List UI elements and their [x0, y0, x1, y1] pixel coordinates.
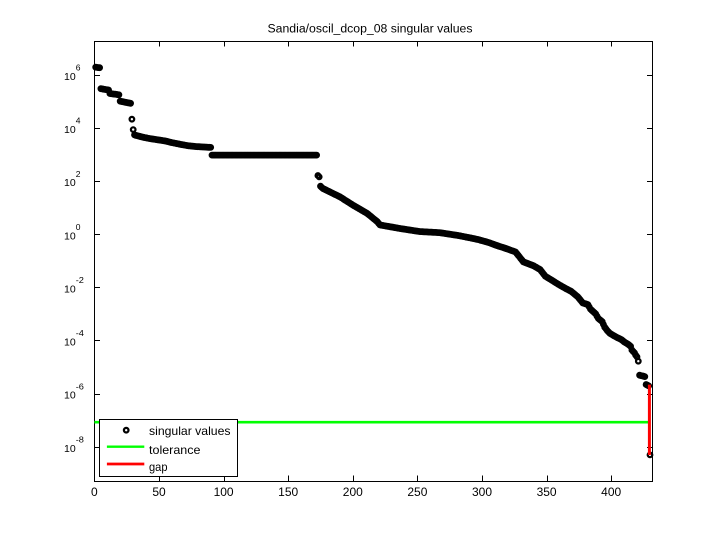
- svg-text:0: 0: [91, 485, 98, 499]
- svg-text:50: 50: [152, 485, 166, 499]
- svg-text:350: 350: [537, 485, 557, 499]
- svg-text:250: 250: [407, 485, 427, 499]
- svg-text:100: 100: [64, 222, 81, 242]
- svg-text:200: 200: [343, 485, 363, 499]
- svg-text:Sandia/oscil_dcop_08 singular: Sandia/oscil_dcop_08 singular values: [268, 24, 473, 36]
- svg-text:singular values: singular values: [149, 424, 231, 438]
- svg-text:102: 102: [64, 169, 81, 189]
- svg-text:gap: gap: [149, 460, 168, 474]
- svg-text:10-2: 10-2: [64, 275, 84, 295]
- svg-text:tolerance: tolerance: [149, 443, 201, 457]
- svg-text:104: 104: [64, 116, 81, 136]
- svg-text:400: 400: [601, 485, 621, 499]
- svg-text:100: 100: [214, 485, 234, 499]
- svg-text:150: 150: [278, 485, 298, 499]
- svg-text:10-6: 10-6: [64, 381, 84, 401]
- svg-text:106: 106: [64, 63, 81, 83]
- svg-text:10-4: 10-4: [64, 328, 84, 348]
- svg-text:10-8: 10-8: [64, 434, 84, 454]
- svg-text:300: 300: [472, 485, 492, 499]
